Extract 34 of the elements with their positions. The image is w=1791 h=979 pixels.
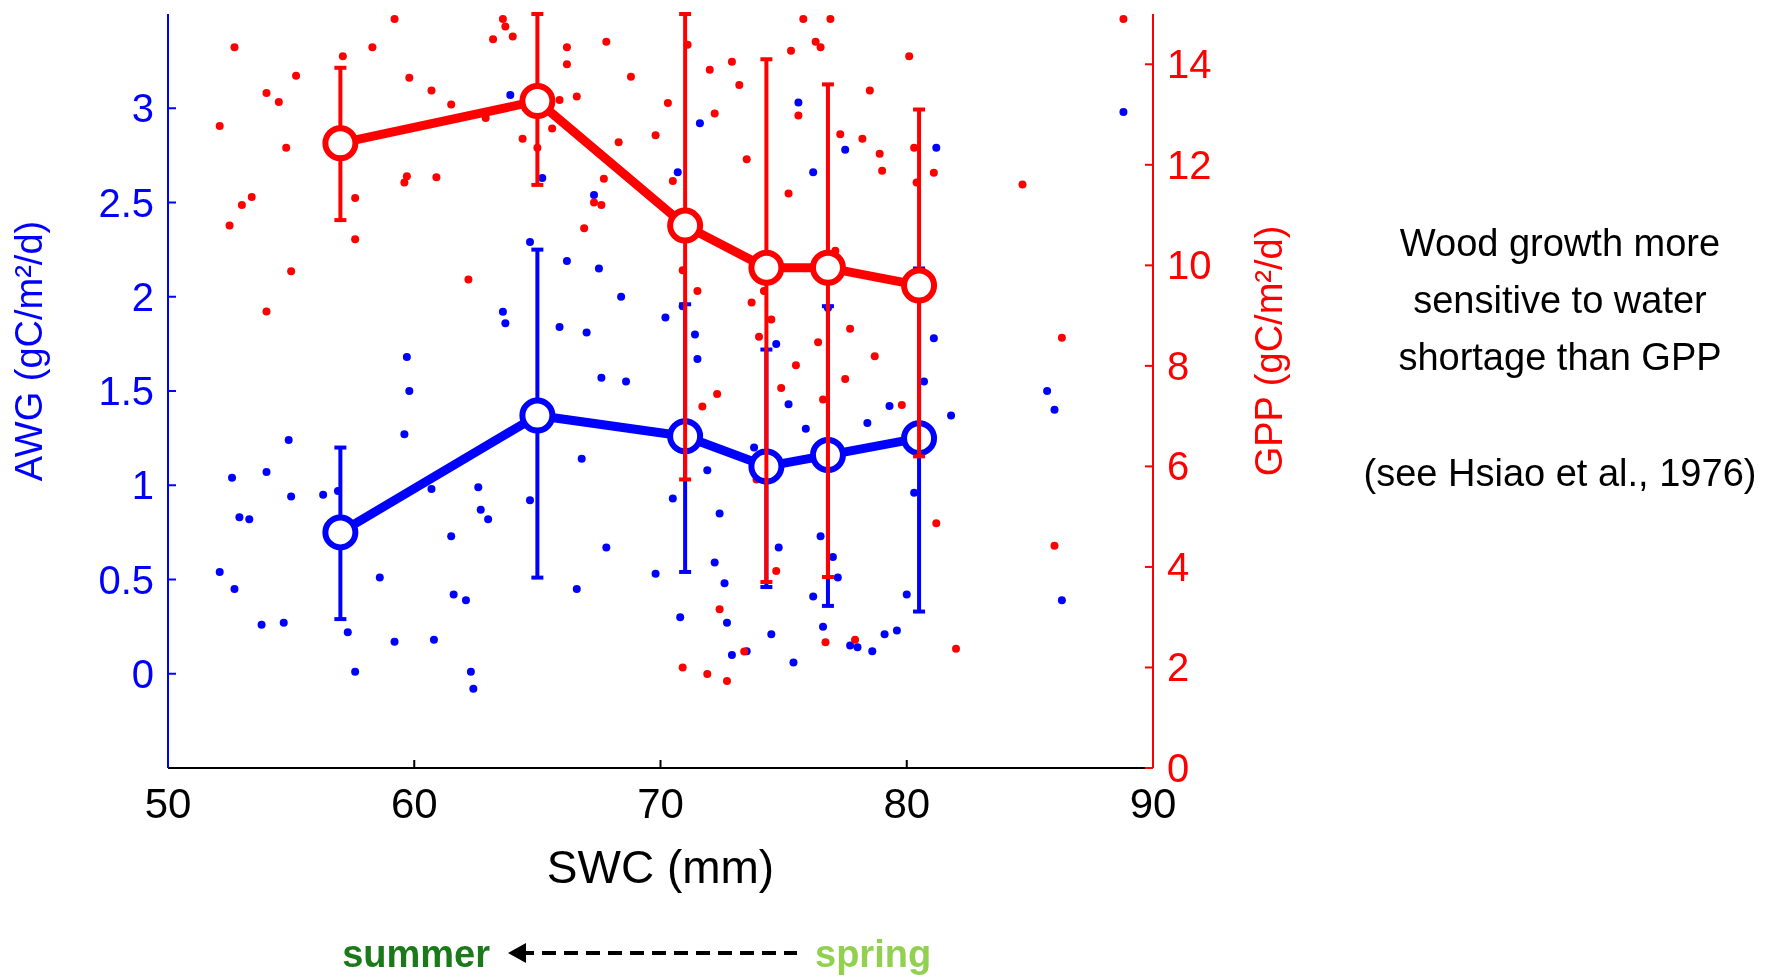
point (809, 249, 846, 286)
y2-tick-label: 10 (1167, 243, 1212, 288)
point (667, 207, 704, 244)
point (519, 397, 556, 434)
x-tick-label: 60 (390, 780, 438, 827)
y2-tick-label: 12 (1167, 142, 1212, 187)
text: spring (815, 933, 932, 975)
y2-tick-label: 14 (1167, 42, 1212, 87)
point (322, 125, 359, 162)
y-axis-title: AWG (gC/m²/d) (8, 220, 50, 482)
point (748, 249, 785, 286)
y2-tick-label: 8 (1167, 343, 1190, 388)
y2-tick-label: 2 (1167, 645, 1190, 690)
point (519, 82, 556, 119)
y-tick-label: 3 (131, 86, 154, 131)
point (901, 267, 938, 304)
y-tick-label: 2.5 (98, 180, 154, 225)
point (322, 514, 359, 551)
y2-tick-label: 6 (1167, 444, 1190, 489)
y-tick-label: 0 (131, 651, 154, 696)
x-tick-label: 50 (144, 780, 192, 827)
y2-tick-label: 0 (1167, 746, 1190, 790)
y-tick-label: 1.5 (98, 369, 154, 413)
text: (see Hsiao et al., 1976) (1363, 452, 1757, 494)
x-tick-label: 80 (883, 780, 931, 827)
text: summer (342, 933, 491, 975)
x-tick-label: 70 (637, 780, 684, 827)
text: Wood growth more sensitive to water shortage than GPP (1398, 222, 1722, 378)
y-tick-label: 1 (131, 463, 154, 508)
y2-tick-label: 4 (1167, 544, 1190, 589)
x-axis-title: SWC (mm) (546, 841, 775, 893)
y-tick-label: 0.5 (98, 557, 154, 602)
y2-axis-title: GPP (gC/m²/d) (1248, 225, 1290, 477)
y-tick-label: 2 (131, 274, 154, 319)
